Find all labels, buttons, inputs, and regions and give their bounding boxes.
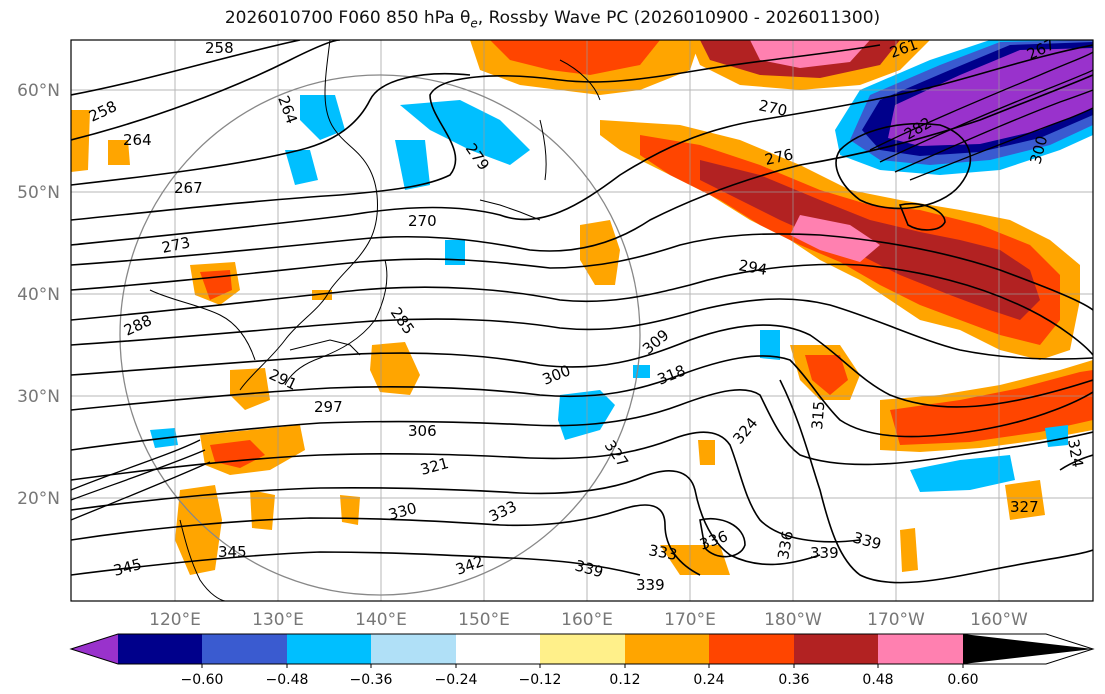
lon-label: 120°E bbox=[149, 610, 201, 630]
colorbar-segment bbox=[963, 634, 1093, 664]
dense-contours-ne bbox=[869, 51, 1093, 181]
colorbar-tick-label: −0.48 bbox=[266, 672, 309, 688]
lon-label: 160°W bbox=[970, 610, 1028, 630]
contour-label: 306 bbox=[408, 422, 437, 440]
plot-frame bbox=[70, 39, 1094, 602]
contour-label: 336 bbox=[774, 529, 797, 560]
contour-label: 297 bbox=[314, 398, 343, 416]
lat-label: 40°N bbox=[17, 285, 60, 305]
lon-label: 170°E bbox=[664, 610, 716, 630]
contour-label: 327 bbox=[1010, 498, 1039, 516]
lat-label: 50°N bbox=[17, 183, 60, 203]
colorbar-tick-label: −0.24 bbox=[435, 672, 478, 688]
lat-label: 20°N bbox=[17, 489, 60, 509]
lon-label: 160°E bbox=[561, 610, 613, 630]
colorbar-segment bbox=[287, 634, 371, 664]
latitude-labels: 60°N 50°N 40°N 30°N 20°N bbox=[17, 81, 60, 509]
colorbar-tick-label: 0.36 bbox=[778, 672, 809, 688]
contour-label: 270 bbox=[408, 212, 437, 230]
contour-label: 264 bbox=[123, 131, 152, 149]
colorbar-tick-label: −0.12 bbox=[519, 672, 562, 688]
contour-label: 294 bbox=[737, 256, 768, 279]
contour-label: 339 bbox=[810, 544, 839, 562]
colorbar-tick-label: 0.48 bbox=[862, 672, 893, 688]
dense-contours-sw bbox=[71, 439, 211, 521]
coastlines bbox=[149, 40, 601, 601]
colorbar-segment bbox=[625, 634, 709, 664]
colorbar-segment bbox=[371, 634, 456, 664]
negative-anomaly-shading bbox=[150, 40, 1093, 492]
contour-label: 258 bbox=[205, 39, 234, 57]
colorbar-segment bbox=[71, 634, 118, 664]
colorbar-segment bbox=[878, 634, 963, 664]
colorbar-segment bbox=[456, 634, 540, 664]
plot-area: 258 258 264 264 267 270 273 276 279 270 … bbox=[71, 39, 1093, 601]
colorbar-tick-label: −0.36 bbox=[350, 672, 393, 688]
colorbar-tick-label: −0.60 bbox=[181, 672, 224, 688]
lon-label: 150°E bbox=[458, 610, 510, 630]
contour-label: 345 bbox=[218, 543, 247, 561]
colorbar-segment bbox=[540, 634, 625, 664]
colorbar-segment bbox=[709, 634, 794, 664]
contour-label: 270 bbox=[757, 96, 789, 120]
lat-label: 30°N bbox=[17, 387, 60, 407]
colorbar: −0.60 −0.48 −0.36 −0.24 −0.12 0.12 0.24 … bbox=[69, 633, 1095, 688]
reference-circle bbox=[119, 74, 641, 596]
lon-label: 170°W bbox=[867, 610, 925, 630]
gridlines bbox=[71, 40, 1093, 601]
colorbar-segment bbox=[202, 634, 287, 664]
contour-label: 267 bbox=[174, 179, 203, 197]
colorbar-segment bbox=[794, 634, 878, 664]
lon-label: 130°E bbox=[252, 610, 304, 630]
map-title: 2026010700 F060 850 hPa θe, Rossby Wave … bbox=[224, 8, 881, 31]
lon-label: 140°E bbox=[355, 610, 407, 630]
contour-label: 333 bbox=[647, 541, 678, 564]
colorbar-tick-label: 0.60 bbox=[947, 672, 978, 688]
colorbar-segment bbox=[118, 634, 202, 664]
colorbar-tick-label: 0.24 bbox=[693, 672, 724, 688]
contour-label: 315 bbox=[808, 400, 828, 430]
longitude-labels: 120°E 130°E 140°E 150°E 160°E 170°E 180°… bbox=[149, 610, 1028, 630]
lat-label: 60°N bbox=[17, 81, 60, 101]
colorbar-tick-label: 0.12 bbox=[609, 672, 640, 688]
contour-label: 273 bbox=[160, 233, 192, 257]
contour-label: 339 bbox=[636, 576, 665, 594]
theta-e-contours bbox=[71, 40, 1093, 584]
lon-label: 180°W bbox=[764, 610, 822, 630]
contour-label: 276 bbox=[763, 145, 795, 169]
contour-label: 324 bbox=[1064, 438, 1087, 469]
